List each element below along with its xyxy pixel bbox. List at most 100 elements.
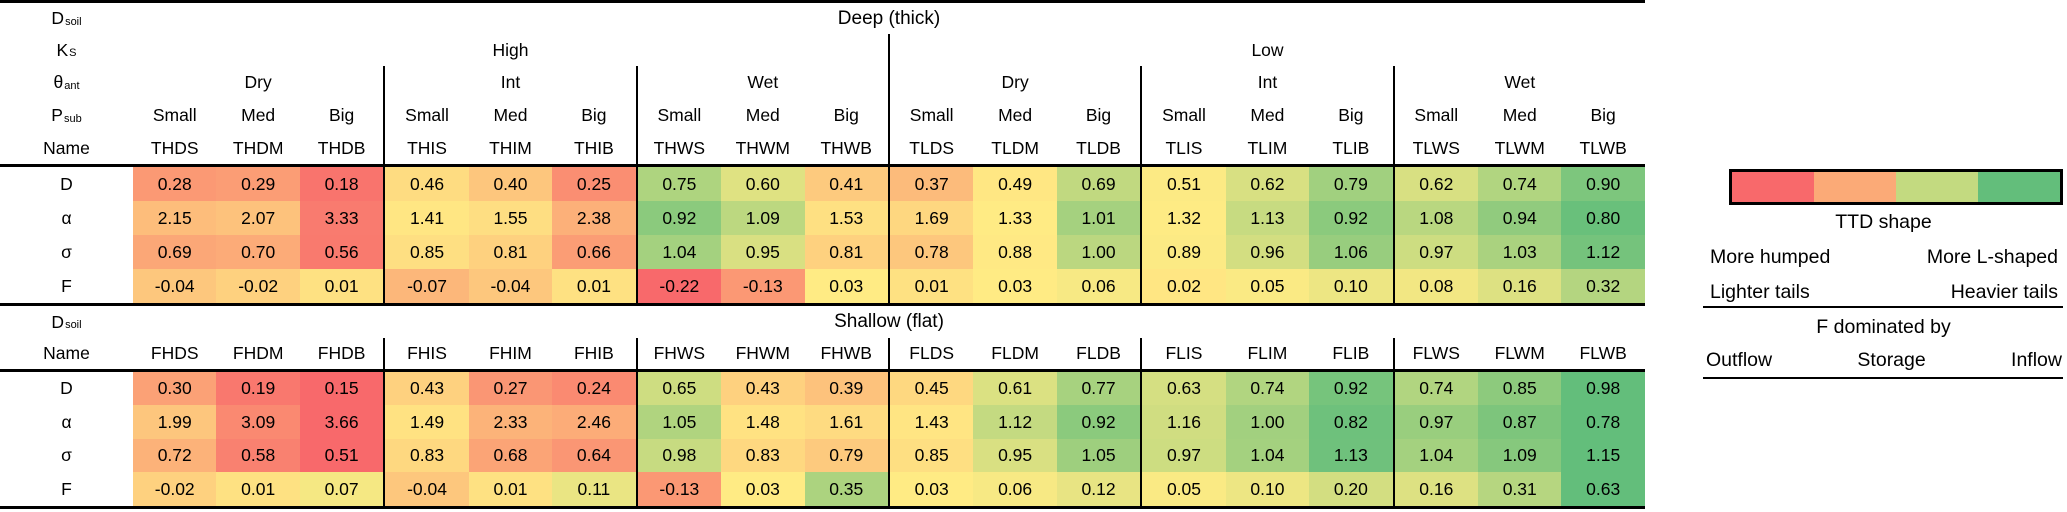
row-header-base: α: [61, 207, 72, 228]
value-cell: 0.05: [1225, 269, 1310, 303]
scenario-name: TLIS: [1140, 132, 1225, 164]
row-header-base: P: [51, 105, 63, 125]
value-cell: 1.06: [1309, 235, 1393, 269]
scenario-name: FLIS: [1140, 338, 1225, 369]
value-cell: 0.65: [635, 372, 722, 405]
value-cell: -0.13: [635, 472, 722, 506]
value-cell: 1.15: [1561, 439, 1645, 472]
color-scale-segment: [1732, 172, 1814, 202]
legend-ttd-title: TTD shape: [1835, 211, 1932, 233]
value-cell: 2.07: [216, 201, 300, 235]
value-cell: 1.09: [1478, 439, 1562, 472]
value-cell: 0.46: [383, 167, 469, 201]
value-cell: 0.98: [635, 439, 722, 472]
theta-groups: Dry Int Wet Dry Int Wet: [133, 66, 1645, 99]
scenario-name: TLDB: [1076, 137, 1121, 158]
legend-divider-2: [1703, 377, 2063, 379]
value-cell: 0.95: [973, 439, 1057, 472]
scenario-name: THIS: [383, 132, 468, 164]
value-cells: 0.69 0.70 0.56 0.85 0.81 0.66 1.04 0.95 0.81 0.78…: [133, 235, 1645, 269]
value-cell: 0.49: [973, 167, 1057, 201]
value-cell: 2.15: [133, 201, 217, 235]
legend-tails-row: Lighter tails Heavier tails: [1710, 281, 2058, 304]
row-header-subscript: soil: [65, 319, 82, 331]
value-cell: 0.12: [1056, 472, 1141, 506]
scenario-name: FLIM: [1247, 343, 1288, 363]
color-scale-segment: [1814, 172, 1896, 202]
row-header-base: Name: [43, 343, 90, 363]
value-cell: 1.69: [887, 201, 974, 235]
legend-divider-1: [1703, 306, 2063, 308]
value-cell: 1.04: [635, 235, 722, 269]
value-cell: 1.32: [1140, 201, 1226, 235]
scenario-name: THWS: [635, 132, 721, 164]
value-cell: 3.09: [216, 405, 300, 439]
ks-groups: High Low: [133, 34, 1645, 66]
value-cell: 0.81: [804, 235, 888, 269]
scenario-name: FLIB: [1332, 343, 1370, 363]
value-cell: 1.03: [1478, 235, 1562, 269]
row-header-subscript: S: [69, 47, 77, 59]
value-cell: 1.49: [383, 405, 469, 439]
value-cell: 1.61: [804, 405, 888, 439]
scenario-name: FLDB: [1076, 343, 1121, 363]
scenario-names: THDS THDM THDB THIS THIM THIB THWS THWM THWB TLDS…: [133, 132, 1645, 164]
value-cell: 0.97: [1140, 439, 1226, 472]
value-cell: 0.62: [1392, 167, 1478, 201]
value-cell: 3.33: [299, 201, 384, 235]
psub-label: Small: [1140, 99, 1225, 132]
scenario-name: THDM: [232, 137, 284, 158]
psub-label: Med: [1250, 105, 1285, 125]
row-header-α: α: [0, 405, 133, 439]
value-cell: 0.43: [383, 372, 469, 405]
value-cell: 0.98: [1561, 372, 1645, 405]
value-cell: 0.82: [1309, 405, 1393, 439]
psub-label: Small: [635, 99, 721, 132]
row-header-f: F: [0, 269, 133, 303]
value-cell: -0.13: [721, 269, 805, 303]
psub-label: Big: [1338, 105, 1364, 125]
data-row-deep-α: α 2.15 2.07 3.33 1.41 1.55 2.38 0.92 1.09 1.53 1.6…: [0, 201, 1645, 235]
value-cell: 0.01: [299, 269, 384, 303]
value-cell: 3.66: [299, 405, 384, 439]
value-cell: 0.80: [1561, 201, 1645, 235]
data-row-deep-F: F -0.04 -0.02 0.01 -0.07 -0.04 0.01 -0.22 -0.13 0…: [0, 269, 1645, 306]
scenario-name: TLIB: [1332, 137, 1370, 158]
value-cell: 0.01: [887, 269, 974, 303]
value-cell: 0.01: [468, 472, 553, 506]
section-title-deep: Deep (thick): [837, 7, 941, 29]
value-cell: 2.33: [468, 405, 553, 439]
value-cell: 0.20: [1309, 472, 1393, 506]
value-cell: -0.02: [216, 269, 300, 303]
value-cells: 2.15 2.07 3.33 1.41 1.55 2.38 0.92 1.09 1.53 1.69…: [133, 201, 1645, 235]
data-row-shallow-α: α 1.99 3.09 3.66 1.49 2.33 2.46 1.05 1.48 1.61 1.4…: [0, 405, 1645, 439]
scenario-name: THWB: [820, 137, 872, 158]
value-cells: 0.72 0.58 0.51 0.83 0.68 0.64 0.98 0.83 0.79 0.85…: [133, 439, 1645, 472]
value-cell: 0.10: [1225, 472, 1310, 506]
value-cells: -0.02 0.01 0.07 -0.04 0.01 0.11 -0.13 0.03 0.35 0…: [133, 472, 1645, 506]
value-cell: 0.03: [887, 472, 974, 506]
value-cell: 0.01: [216, 472, 300, 506]
row-header-base: F: [61, 478, 72, 499]
legend-outflow: Outflow: [1706, 349, 1773, 371]
value-cell: 1.48: [721, 405, 805, 439]
value-cell: 0.51: [1140, 167, 1226, 201]
value-cell: 0.85: [383, 235, 469, 269]
value-cell: 0.92: [1056, 405, 1141, 439]
row-header-σ: σ: [0, 235, 133, 269]
color-scale-segment: [1978, 172, 2060, 202]
value-cell: 0.61: [973, 372, 1057, 405]
header-row-theta: θ ant Dry Int Wet Dry Int Wet: [0, 66, 1645, 99]
scenario-name: TLWM: [1494, 137, 1545, 158]
value-cell: 1.12: [1561, 235, 1645, 269]
psub-label: Big: [1590, 105, 1616, 125]
value-cell: 0.51: [299, 439, 384, 472]
value-cell: 0.31: [1478, 472, 1562, 506]
value-cell: 0.97: [1392, 235, 1478, 269]
value-cell: 0.94: [1478, 201, 1562, 235]
value-cell: 0.70: [216, 235, 300, 269]
value-cell: 0.77: [1056, 372, 1141, 405]
